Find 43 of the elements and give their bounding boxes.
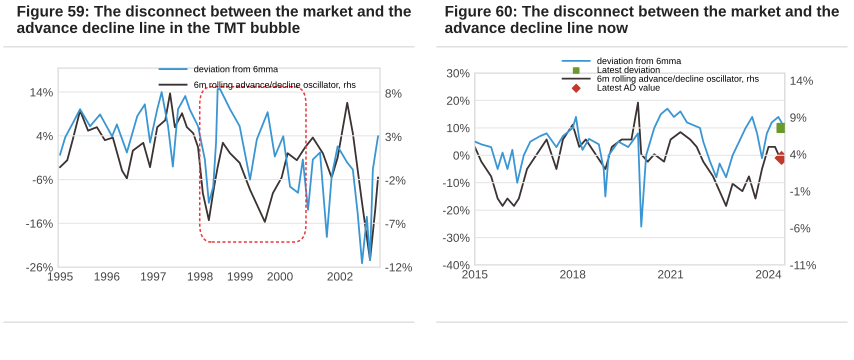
y2-tick-label: 4% xyxy=(790,150,806,159)
y2-tick-label: -7% xyxy=(385,220,406,228)
y-tick-label: -40% xyxy=(442,260,470,270)
chart-title: Figure 60: The disconnect between the market and the advance decline line now xyxy=(445,5,839,34)
y-tick-label: -20% xyxy=(442,206,470,215)
y-tick-label: 0% xyxy=(453,151,470,160)
x-tick-label: 2021 xyxy=(658,270,684,278)
x-tick-label: 2024 xyxy=(756,270,782,278)
legend-label: Latest AD value xyxy=(598,84,660,91)
y-tick-label: -30% xyxy=(442,234,470,242)
legend-label: Latest deviation xyxy=(598,66,660,73)
x-tick-label: 1999 xyxy=(228,272,253,281)
y2-tick-label: -11% xyxy=(790,261,816,270)
y-tick-label: -6% xyxy=(32,176,53,184)
y-tick-label: -16% xyxy=(26,219,53,228)
x-tick-label: 1996 xyxy=(94,272,120,281)
x-tick-label: 2002 xyxy=(328,272,353,281)
y2-tick-label: -1% xyxy=(790,187,810,196)
y2-tick-label: -2% xyxy=(385,176,406,185)
y-tick-label: -26% xyxy=(26,263,53,272)
y-tick-label: 20% xyxy=(446,96,470,105)
y-tick-label: 10% xyxy=(447,124,470,132)
x-tick-label: 1998 xyxy=(188,272,213,281)
legend-label: deviation from 6mma xyxy=(597,58,682,64)
y-tick-label: 14% xyxy=(30,88,53,96)
y2-tick-label: 8% xyxy=(385,89,402,98)
legend-label: deviation from 6mma xyxy=(194,66,278,72)
y2-tick-label: -6% xyxy=(790,224,810,232)
x-tick-label: 1997 xyxy=(141,272,166,281)
legend-label: 6m rolling advance/decline oscillator, rhs xyxy=(194,81,356,90)
y-tick-label: 4% xyxy=(36,132,53,140)
y2-tick-label: 14% xyxy=(790,76,813,85)
x-tick-label: 2018 xyxy=(560,270,586,278)
y2-tick-label: 3% xyxy=(385,132,402,142)
x-tick-label: 2015 xyxy=(462,270,488,278)
y-tick-label: 30% xyxy=(446,69,470,78)
chart-title: Figure 59: The disconnect between the market and the advance decline line in the TMT bubble xyxy=(17,5,411,34)
y2-tick-label: -12% xyxy=(385,263,412,272)
y2-tick-label: 9% xyxy=(790,113,806,122)
y-tick-label: -10% xyxy=(442,178,470,188)
x-tick-label: 2000 xyxy=(268,272,293,281)
legend-label: 6m rolling advance/decline oscillator, rhs xyxy=(597,75,759,84)
x-tick-label: 1995 xyxy=(48,272,73,281)
